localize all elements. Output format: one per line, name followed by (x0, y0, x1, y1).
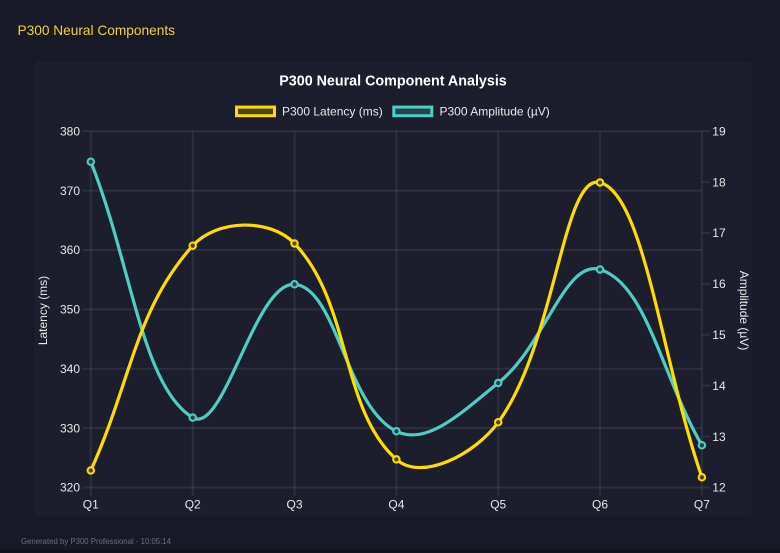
svg-text:Generated by P300 Professional: Generated by P300 Professional - 10:05:1… (21, 537, 172, 546)
svg-text:12: 12 (712, 481, 726, 495)
svg-text:Q5: Q5 (490, 498, 506, 512)
svg-text:P300 Amplitude (µV): P300 Amplitude (µV) (440, 105, 550, 119)
svg-text:19: 19 (712, 124, 726, 138)
svg-text:370: 370 (60, 184, 80, 198)
svg-text:Q2: Q2 (185, 498, 201, 512)
svg-text:15: 15 (712, 328, 726, 342)
svg-text:Q3: Q3 (286, 498, 302, 512)
svg-text:330: 330 (60, 421, 80, 435)
svg-text:P300 Neural Components: P300 Neural Components (18, 23, 176, 38)
svg-text:16: 16 (712, 277, 726, 291)
svg-text:320: 320 (60, 481, 80, 495)
svg-text:380: 380 (60, 124, 80, 138)
svg-text:P300 Neural Component Analysis: P300 Neural Component Analysis (279, 74, 507, 90)
svg-text:Q1: Q1 (83, 498, 99, 512)
svg-text:14: 14 (712, 379, 726, 393)
svg-text:Latency (ms): Latency (ms) (36, 276, 50, 345)
svg-text:18: 18 (712, 175, 726, 189)
svg-text:Q6: Q6 (592, 498, 608, 512)
svg-text:350: 350 (60, 303, 80, 317)
svg-text:P300 Latency (ms): P300 Latency (ms) (282, 105, 383, 119)
svg-text:Q7: Q7 (694, 498, 710, 512)
svg-text:340: 340 (60, 362, 80, 376)
svg-text:Amplitude (µV): Amplitude (µV) (737, 271, 751, 351)
svg-text:13: 13 (712, 430, 726, 444)
svg-text:Q4: Q4 (388, 498, 404, 512)
svg-text:360: 360 (60, 243, 80, 257)
svg-text:17: 17 (712, 226, 726, 240)
